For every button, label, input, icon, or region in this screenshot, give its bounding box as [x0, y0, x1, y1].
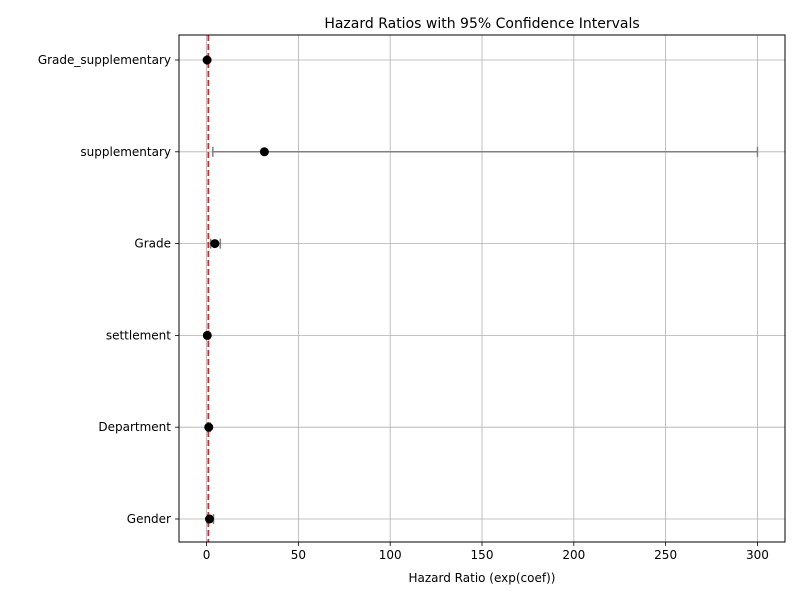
- y-tick-label: Grade: [134, 237, 171, 251]
- y-tick-label: Grade_supplementary: [38, 53, 171, 67]
- x-tick-label: 50: [291, 548, 306, 562]
- point-layer: [202, 55, 269, 524]
- y-tick-layer: Gender Department settlement Grade supplemen…: [38, 53, 179, 526]
- hazard-ratio-point: [204, 422, 214, 432]
- x-tick-label: 0: [203, 548, 211, 562]
- hazard-ratio-point: [202, 55, 212, 65]
- hazard-ratio-point: [202, 330, 212, 340]
- y-tick-label: settlement: [106, 328, 171, 342]
- x-tick-label: 200: [562, 548, 585, 562]
- y-tick-label: supplementary: [80, 145, 171, 159]
- x-tick-label: 150: [471, 548, 494, 562]
- hazard-ratio-point: [259, 147, 269, 157]
- x-axis-title: Hazard Ratio (exp(coef)): [409, 571, 556, 585]
- chart-title: Hazard Ratios with 95% Confidence Interv…: [324, 16, 639, 32]
- hazard-ratio-point: [210, 239, 220, 249]
- grid-layer: [179, 35, 785, 542]
- x-tick-label: 100: [379, 548, 402, 562]
- y-tick-label: Gender: [127, 512, 171, 526]
- y-tick-label: Department: [98, 420, 171, 434]
- x-tick-label: 300: [746, 548, 769, 562]
- hazard-ratio-point: [204, 514, 214, 524]
- x-tick-layer: 0 50 100 150 200 250 300: [203, 542, 769, 562]
- x-tick-label: 250: [654, 548, 677, 562]
